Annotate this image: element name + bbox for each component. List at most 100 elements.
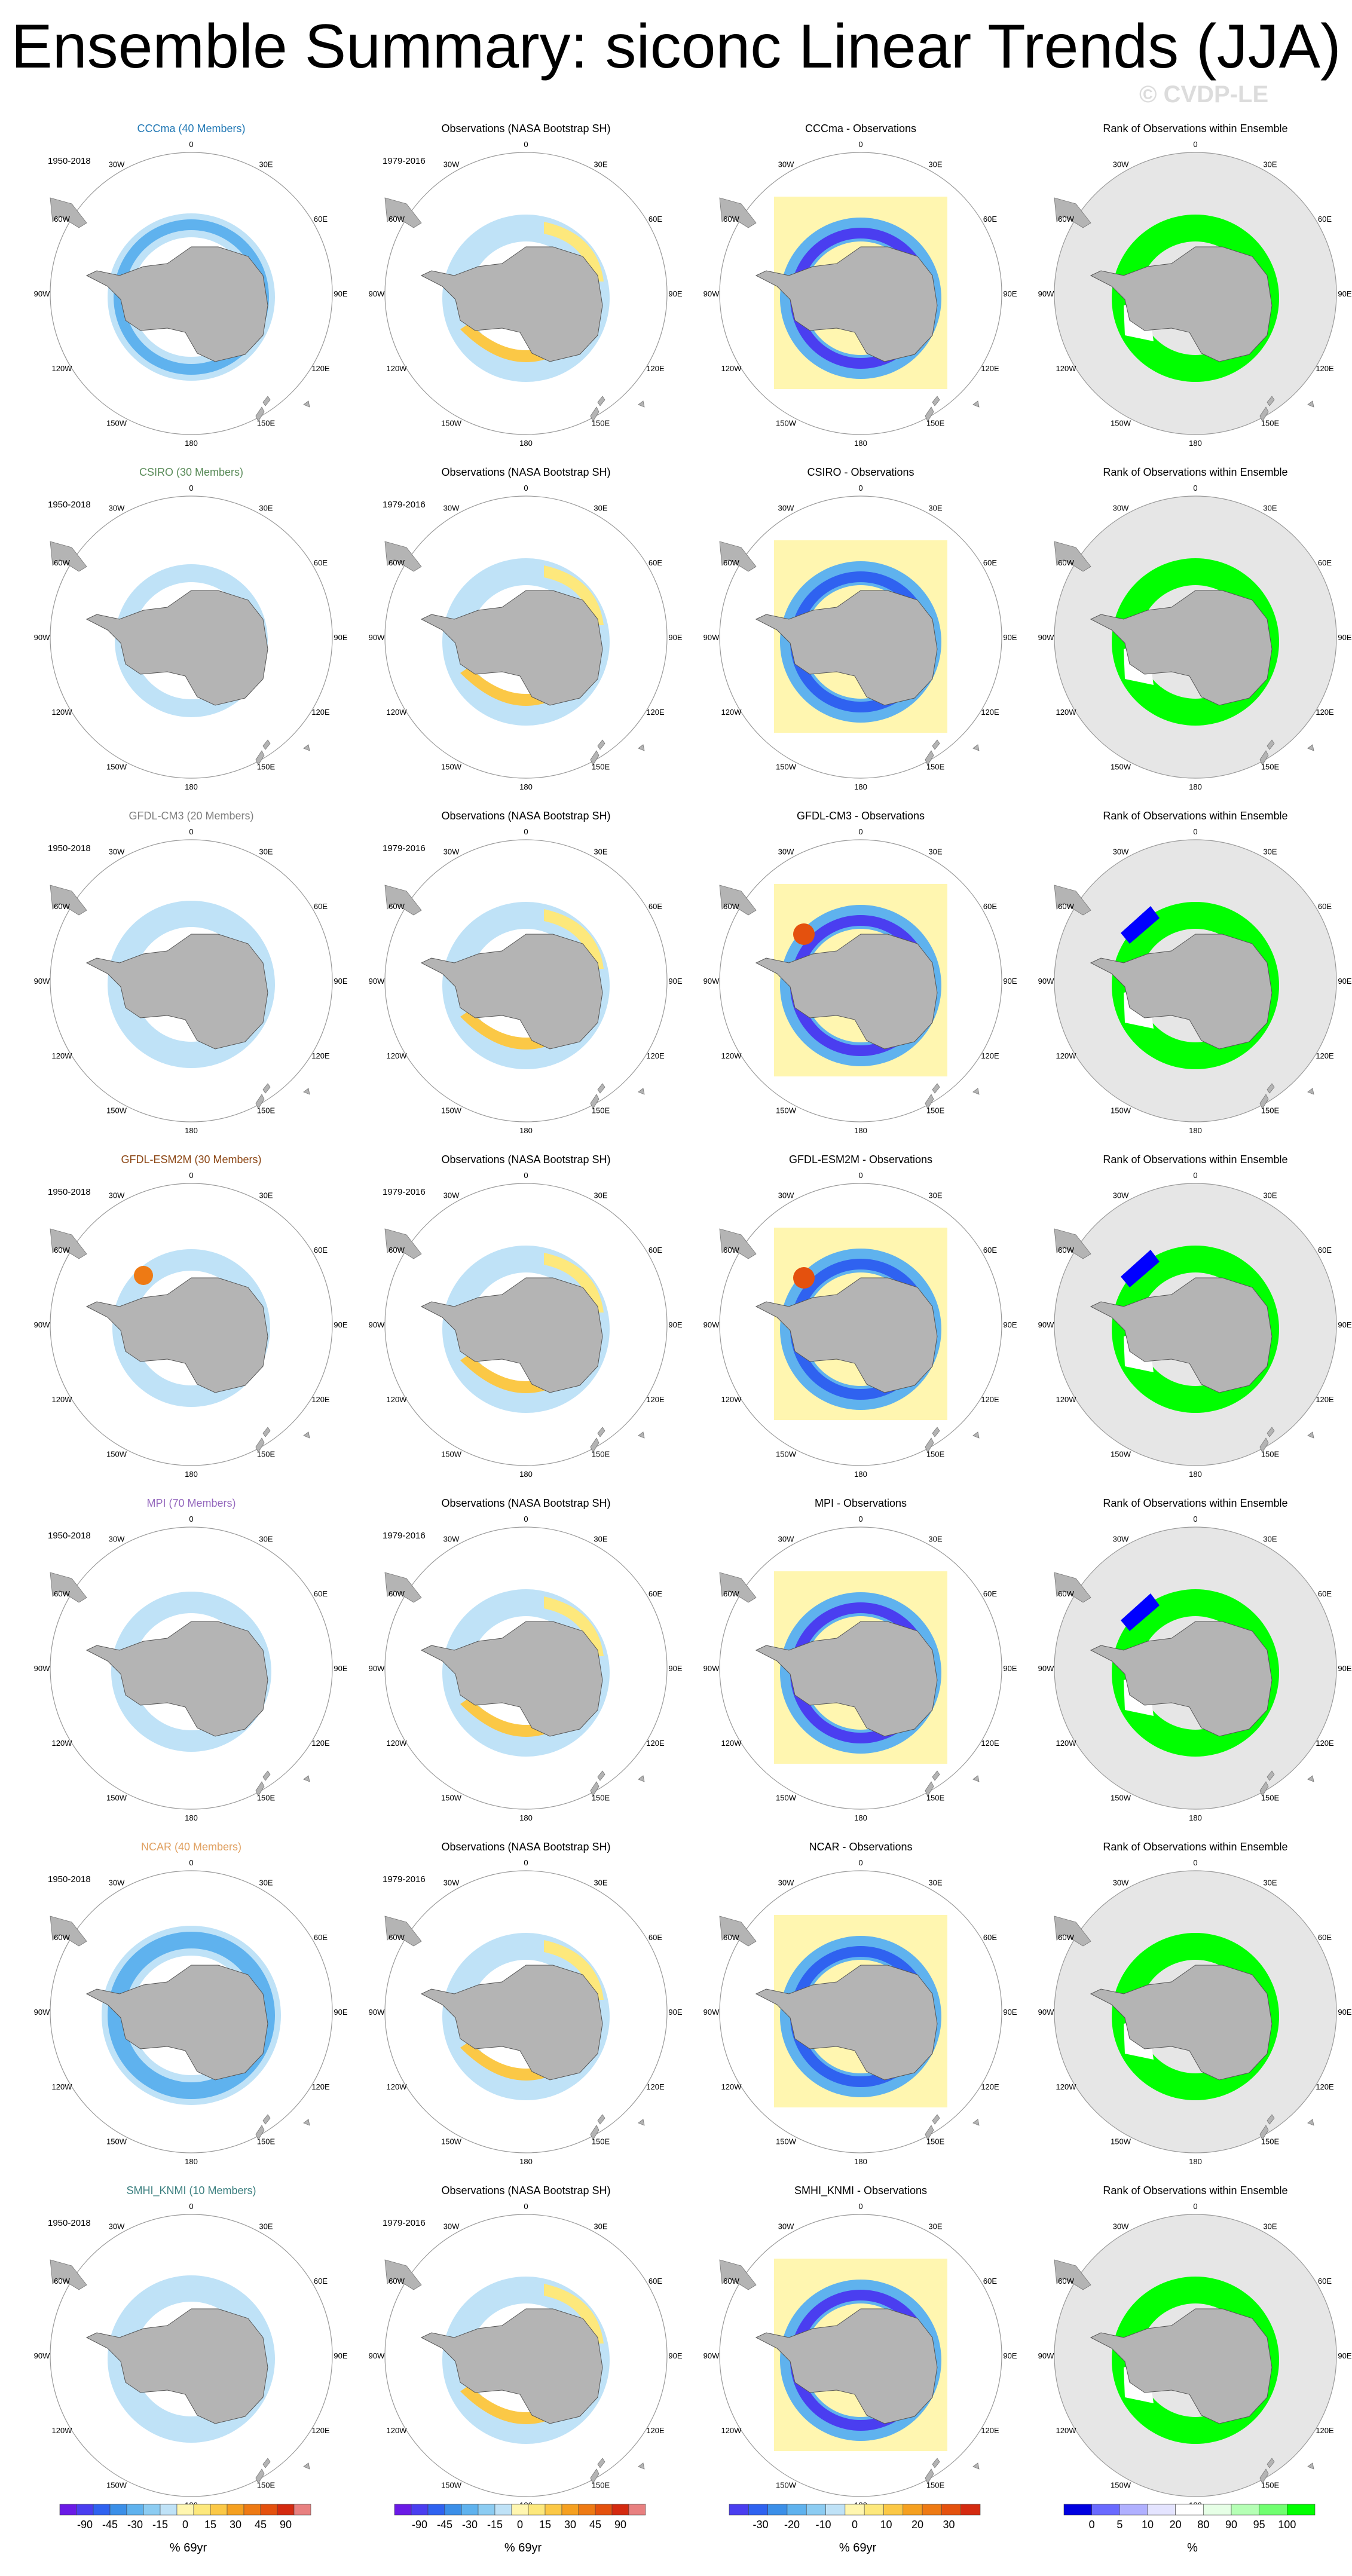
south-america-landmass (50, 2259, 87, 2290)
antarctica-landmass (420, 246, 603, 362)
longitude-label: 60E (649, 215, 662, 224)
longitude-label: 120W (721, 364, 742, 373)
longitude-label: 120E (981, 1051, 999, 1060)
longitude-label: 0 (524, 140, 528, 149)
longitude-label: 150W (106, 1794, 127, 1803)
longitude-label: 30E (1263, 160, 1277, 169)
longitude-label: 120E (1316, 1051, 1334, 1060)
new-zealand-landmass (262, 1770, 271, 1781)
panel-title: MPI (70 Members) (146, 1497, 236, 1509)
colorbar-swatch (394, 2504, 412, 2516)
longitude-label: 0 (1193, 140, 1197, 149)
longitude-label: 30E (594, 1878, 607, 1887)
panel-title: CCCma - Observations (805, 123, 917, 134)
antarctica-landmass (1090, 1965, 1273, 2081)
longitude-label: 60W (389, 2277, 405, 2286)
longitude-label: 60E (314, 1589, 328, 1598)
longitude-label: 60E (1318, 2277, 1332, 2286)
longitude-label: 120W (721, 2082, 742, 2091)
colorbar-swatch (193, 2504, 211, 2516)
longitude-label: 0 (189, 1858, 193, 1867)
longitude-label: 180 (1189, 1126, 1202, 1135)
longitude-label: 120W (721, 1739, 742, 1748)
longitude-label: 120E (646, 1395, 665, 1404)
longitude-label: 120W (1056, 708, 1077, 717)
polar-map: 0 30E 60E 90E 120E 150E 180 150W 120W 90W 60W 30W (703, 1858, 1017, 2166)
longitude-label: 30W (1113, 503, 1129, 512)
longitude-label: 150E (592, 763, 610, 772)
colorbar-tick-label: 30 (943, 2519, 955, 2531)
panel-title: Observations (NASA Bootstrap SH) (441, 1497, 611, 1509)
antarctica-landmass (1090, 2308, 1273, 2424)
longitude-label: 150E (592, 2481, 610, 2490)
colorbar-swatch (411, 2504, 429, 2516)
longitude-label: 60E (649, 2277, 662, 2286)
colorbar-swatch (528, 2504, 546, 2516)
colorbar-tick-label: 80 (1197, 2519, 1209, 2531)
new-zealand-landmass (1267, 2114, 1275, 2125)
south-america-landmass (1054, 1228, 1091, 1259)
colorbar-tick-label: 90 (280, 2519, 292, 2531)
period-label: 1979-2016 (383, 500, 426, 510)
longitude-label: 0 (524, 1858, 528, 1867)
antarctica-landmass (420, 590, 603, 706)
longitude-label: 180 (519, 1126, 533, 1135)
longitude-label: 60E (1318, 1589, 1332, 1598)
longitude-label: 30E (594, 503, 607, 512)
longitude-label: 90W (369, 289, 385, 298)
polar-map: 0 30E 60E 90E 120E 150E 180 150W 120W 90W 60W 30W (1038, 827, 1352, 1135)
south-america-landmass (384, 885, 422, 916)
colorbar-tick-label: 20 (1170, 2519, 1182, 2531)
longitude-label: 120E (311, 364, 330, 373)
longitude-label: 60W (389, 1933, 405, 1942)
colorbar-swatch (293, 2504, 311, 2516)
new-zealand-landmass (597, 396, 605, 406)
longitude-label: 120W (1056, 1051, 1077, 1060)
panel-title: GFDL-ESM2M - Observations (788, 1154, 933, 1165)
longitude-label: 150E (592, 1794, 610, 1803)
new-zealand-landmass (1259, 1781, 1269, 1797)
longitude-label: 30W (1113, 2222, 1129, 2231)
longitude-label: 30W (778, 503, 794, 512)
panel-title: Observations (NASA Bootstrap SH) (441, 2185, 611, 2196)
longitude-label: 30E (259, 160, 273, 169)
colorbar-tick-label: 30 (230, 2519, 241, 2531)
longitude-label: 90E (334, 633, 347, 642)
antarctica-landmass (1090, 1277, 1273, 1393)
colorbar-tick-label: 90 (1225, 2519, 1237, 2531)
tasmania-landmass (638, 2462, 645, 2470)
longitude-label: 90E (1338, 977, 1351, 986)
new-zealand-landmass (597, 1770, 605, 1781)
longitude-label: 90W (703, 2351, 720, 2360)
panel-title: Rank of Observations within Ensemble (1103, 1154, 1288, 1165)
longitude-label: 180 (519, 782, 533, 791)
map-panel-diff: CCCma - Observations 0 30E 60E 90E 120E 150E 18… (693, 123, 1028, 457)
colorbar-swatch (277, 2504, 295, 2516)
new-zealand-landmass (255, 1437, 265, 1453)
longitude-label: 60E (649, 558, 662, 567)
longitude-label: 30W (778, 1878, 794, 1887)
longitude-label: 30W (778, 160, 794, 169)
longitude-label: 30E (1263, 1534, 1277, 1543)
new-zealand-landmass (590, 1781, 599, 1797)
new-zealand-landmass (1267, 2458, 1275, 2468)
colorbar-swatch (595, 2504, 613, 2516)
longitude-label: 90W (703, 1320, 720, 1329)
south-america-landmass (719, 1572, 757, 1603)
longitude-label: 0 (1193, 2202, 1197, 2211)
longitude-label: 90E (1338, 1664, 1351, 1673)
longitude-label: 60W (723, 558, 739, 567)
panel-title: Observations (NASA Bootstrap SH) (441, 1154, 611, 1165)
colorbar-swatch (59, 2504, 77, 2516)
new-zealand-landmass (262, 2458, 271, 2468)
longitude-label: 90E (668, 633, 682, 642)
longitude-label: 0 (1193, 484, 1197, 492)
longitude-label: 150E (1261, 2137, 1280, 2146)
map-panel-obs: Observations (NASA Bootstrap SH) 1979-201… (359, 810, 693, 1145)
south-america-landmass (719, 1228, 757, 1259)
colorbar-tick-label: 15 (204, 2519, 216, 2531)
longitude-label: 90E (1338, 289, 1351, 298)
longitude-label: 120W (1056, 2082, 1077, 2091)
longitude-label: 90W (1038, 2008, 1054, 2017)
longitude-label: 150W (776, 2481, 797, 2490)
